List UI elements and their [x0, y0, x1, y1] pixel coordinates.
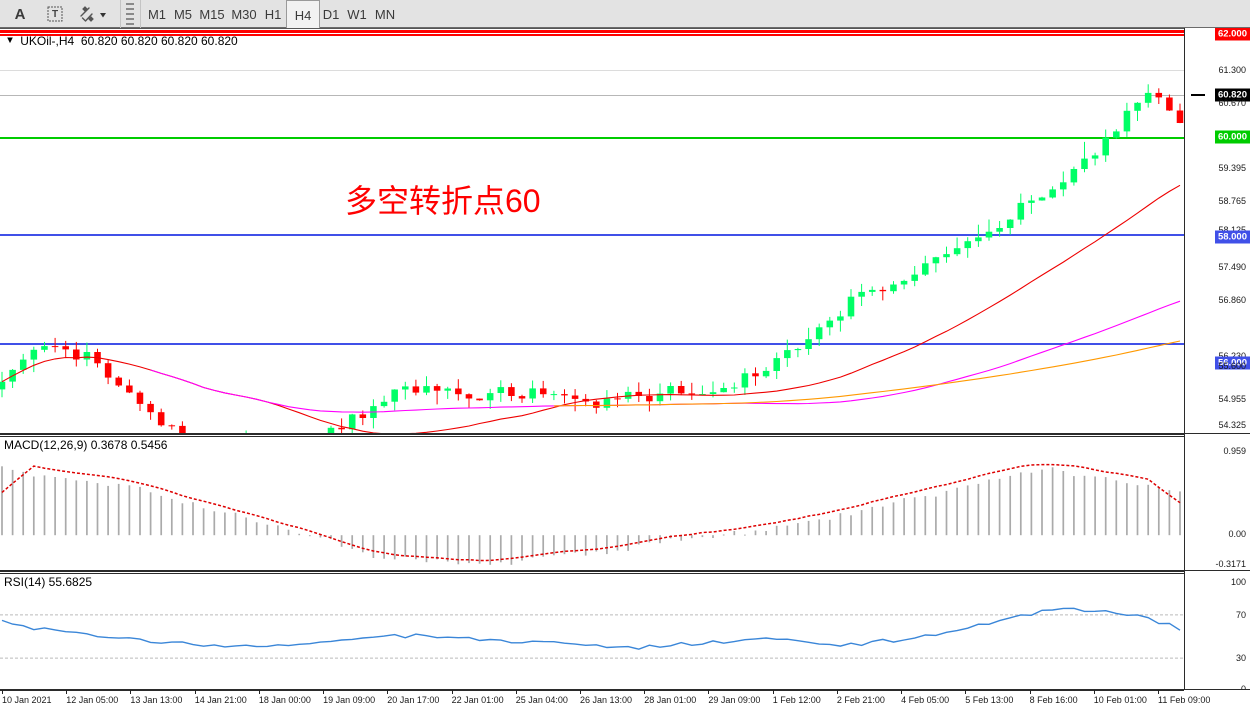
svg-text:T: T	[52, 9, 58, 20]
